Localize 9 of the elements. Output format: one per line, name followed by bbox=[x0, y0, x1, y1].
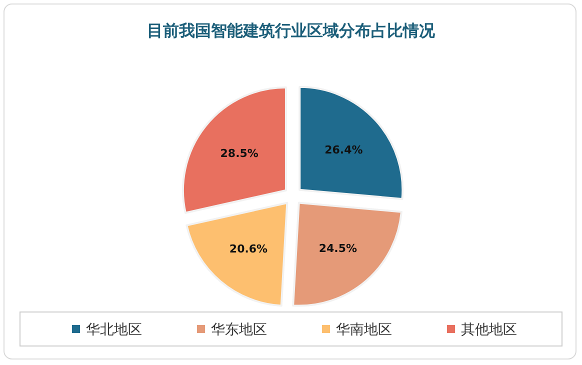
data-label: 28.5% bbox=[220, 147, 258, 160]
data-label: 20.6% bbox=[229, 242, 268, 256]
chart-title: 目前我国智能建筑行业区域分布占比情况 bbox=[147, 21, 436, 40]
data-label: 26.4% bbox=[324, 144, 363, 157]
legend-label: 华东地区 bbox=[211, 322, 267, 338]
legend-label: 华南地区 bbox=[336, 322, 392, 338]
legend-label: 其他地区 bbox=[461, 322, 517, 338]
legend-label: 华北地区 bbox=[86, 322, 142, 338]
data-label: 24.5% bbox=[318, 242, 358, 255]
